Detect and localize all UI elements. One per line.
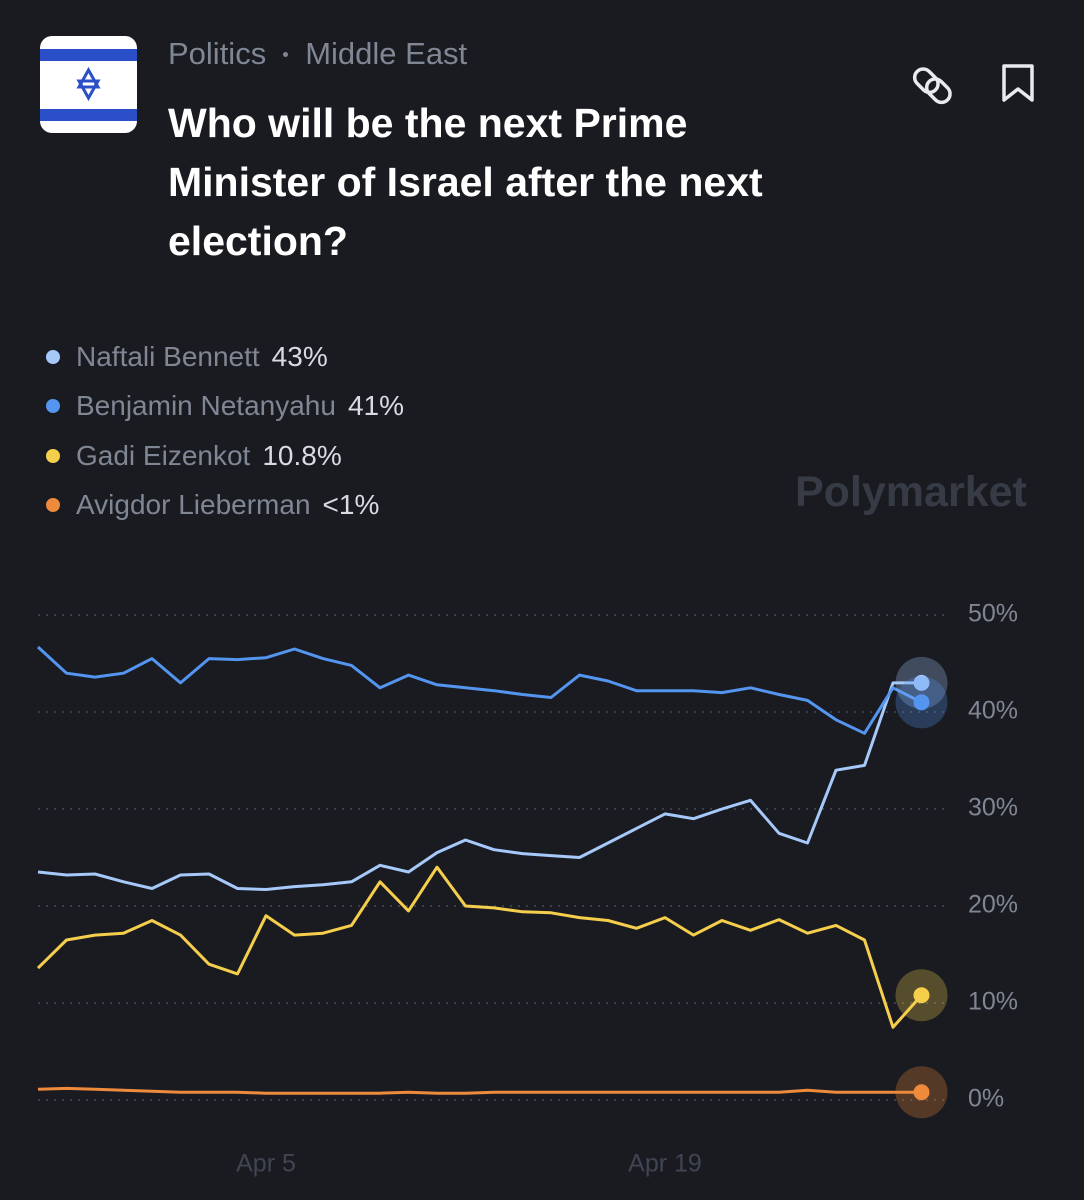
end-point <box>913 1084 930 1101</box>
legend-value: 41% <box>347 390 404 422</box>
legend-label: Naftali Bennett <box>76 340 260 372</box>
watermark: Polymarket <box>795 468 1027 516</box>
x-tick-label: Apr 5 <box>236 1150 296 1178</box>
separator-dot <box>283 51 289 57</box>
end-point <box>913 987 930 1004</box>
header-icons <box>40 36 1034 133</box>
legend-label: Avigdor Lieberman <box>76 489 311 521</box>
breadcrumb: Politics Middle East <box>168 36 467 72</box>
y-tick-label: 30% <box>968 794 1018 822</box>
series-line <box>36 865 923 1029</box>
legend-swatch <box>46 349 60 364</box>
link-icon[interactable] <box>911 65 953 105</box>
y-tick-label: 0% <box>968 1085 1004 1113</box>
market-title: Who will be the next Prime Minister of I… <box>168 100 763 264</box>
legend: Naftali Bennett 43% Benjamin Netanyahu 41% G… <box>46 332 404 530</box>
legend-item: Benjamin Netanyahu 41% <box>46 382 404 432</box>
series-line <box>37 681 922 891</box>
x-tick-label: Apr 19 <box>628 1150 702 1178</box>
legend-value: 43% <box>271 340 328 372</box>
legend-swatch <box>46 448 60 463</box>
category[interactable]: Politics <box>168 36 267 71</box>
end-point <box>913 694 930 711</box>
legend-item: Gadi Eizenkot 10.8% <box>46 431 404 481</box>
subcategory[interactable]: Middle East <box>305 36 468 71</box>
flag <box>40 36 137 133</box>
end-point <box>913 674 930 691</box>
bookmark-icon[interactable] <box>1002 64 1034 102</box>
legend-item: Avigdor Lieberman <1% <box>46 481 404 531</box>
y-tick-label: 50% <box>968 600 1018 628</box>
legend-swatch <box>46 498 60 513</box>
legend-item: Naftali Bennett 43% <box>46 332 404 382</box>
legend-label: Benjamin Netanyahu <box>76 390 336 422</box>
y-tick-label: 10% <box>968 988 1018 1016</box>
legend-value: 10.8% <box>262 439 342 471</box>
series-line <box>36 645 923 735</box>
y-tick-label: 20% <box>968 891 1018 919</box>
legend-label: Gadi Eizenkot <box>76 439 251 471</box>
legend-value: <1% <box>322 489 380 521</box>
series-line <box>37 1086 922 1095</box>
legend-swatch <box>46 399 60 414</box>
y-tick-label: 40% <box>968 697 1018 725</box>
